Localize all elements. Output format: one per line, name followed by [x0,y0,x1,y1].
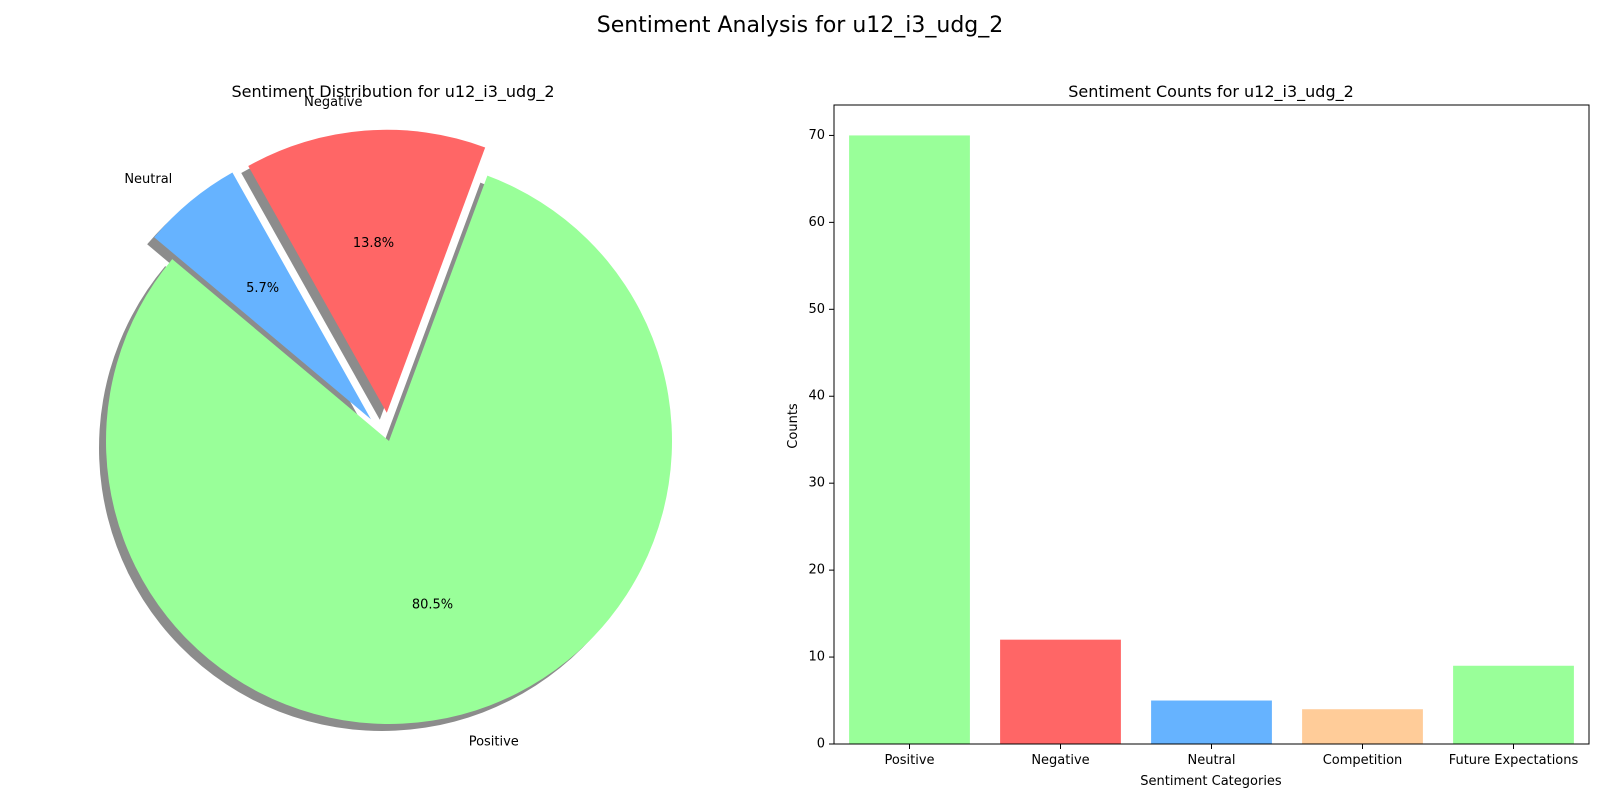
x-tick-label: Future Expectations [1449,753,1579,768]
bar-future-expectations [1453,666,1574,744]
bar-competition [1302,709,1423,744]
x-tick-label: Competition [1323,753,1403,768]
bar-chart-x-axis-label: Sentiment Categories [1140,774,1282,789]
pie-label-positive: Positive [469,734,519,749]
bar-chart-title: Sentiment Counts for u12_i3_udg_2 [1068,82,1354,102]
bar-neutral [1151,701,1272,744]
y-tick-label: 0 [817,737,825,752]
pie-percent-label-neutral: 5.7% [246,281,279,296]
y-tick-label: 30 [808,476,825,491]
bar-chart-y-axis-label: Counts [786,403,801,449]
bar-chart-panel: Sentiment Counts for u12_i3_udg_2 0 10 20 3… [786,82,1589,789]
bar-negative [1000,640,1121,744]
y-tick-label: 70 [808,128,825,143]
y-tick-label: 50 [808,302,825,317]
x-tick-label: Negative [1031,753,1089,768]
bar-positive [849,135,970,744]
pie-chart: Positive Negative Neutral 80.5% 13.8% 5.7% [99,95,672,750]
bar-chart: 0 10 20 30 40 50 60 70 Positive Negative Neutral Co… [808,105,1589,768]
y-tick-label: 40 [808,389,825,404]
pie-chart-panel: Sentiment Distribution for u12_i3_udg_2 … [99,82,672,749]
x-tick-label: Neutral [1188,753,1236,768]
x-tick-label: Positive [884,753,934,768]
y-tick-label: 20 [808,563,825,578]
pie-percent-label-negative: 13.8% [353,236,394,251]
y-tick-label: 60 [808,215,825,230]
pie-label-negative: Negative [304,95,362,110]
pie-chart-title: Sentiment Distribution for u12_i3_udg_2 [231,82,554,102]
figure-title: Sentiment Analysis for u12_i3_udg_2 [597,13,1004,38]
pie-percent-label-positive: 80.5% [412,598,453,613]
pie-label-neutral: Neutral [124,172,172,187]
y-tick-label: 10 [808,650,825,665]
